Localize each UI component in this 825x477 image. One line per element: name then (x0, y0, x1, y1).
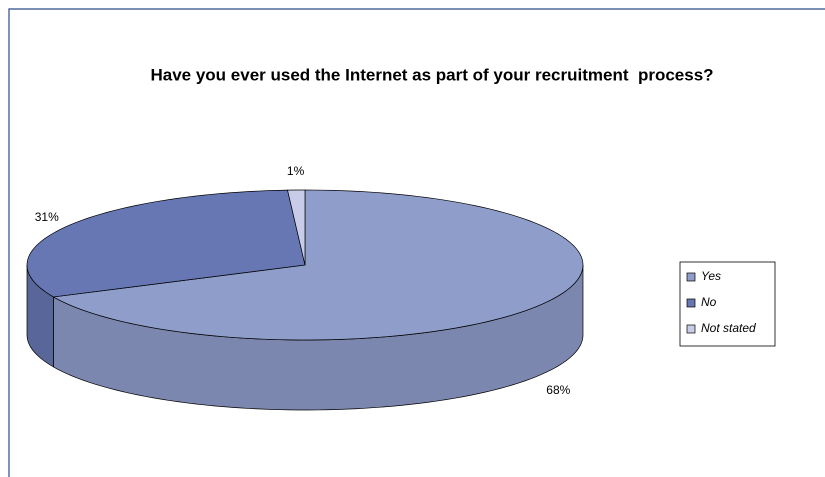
legend-swatch (686, 298, 696, 308)
legend-swatch (686, 324, 696, 334)
legend-box (679, 261, 776, 347)
legend-label: Yes (701, 269, 721, 283)
pie-slice (26, 189, 306, 298)
chart-title: Have you ever used the Internet as part … (150, 65, 713, 84)
data-label: 68% (546, 383, 570, 397)
legend-label: Not stated (701, 321, 756, 335)
data-label: 1% (287, 164, 305, 178)
data-label: 31% (35, 210, 59, 224)
frame (8, 8, 825, 477)
pie-slice (52, 189, 584, 341)
legend-label: No (701, 295, 717, 309)
legend-swatch (686, 272, 696, 282)
pie-slice (287, 189, 306, 266)
